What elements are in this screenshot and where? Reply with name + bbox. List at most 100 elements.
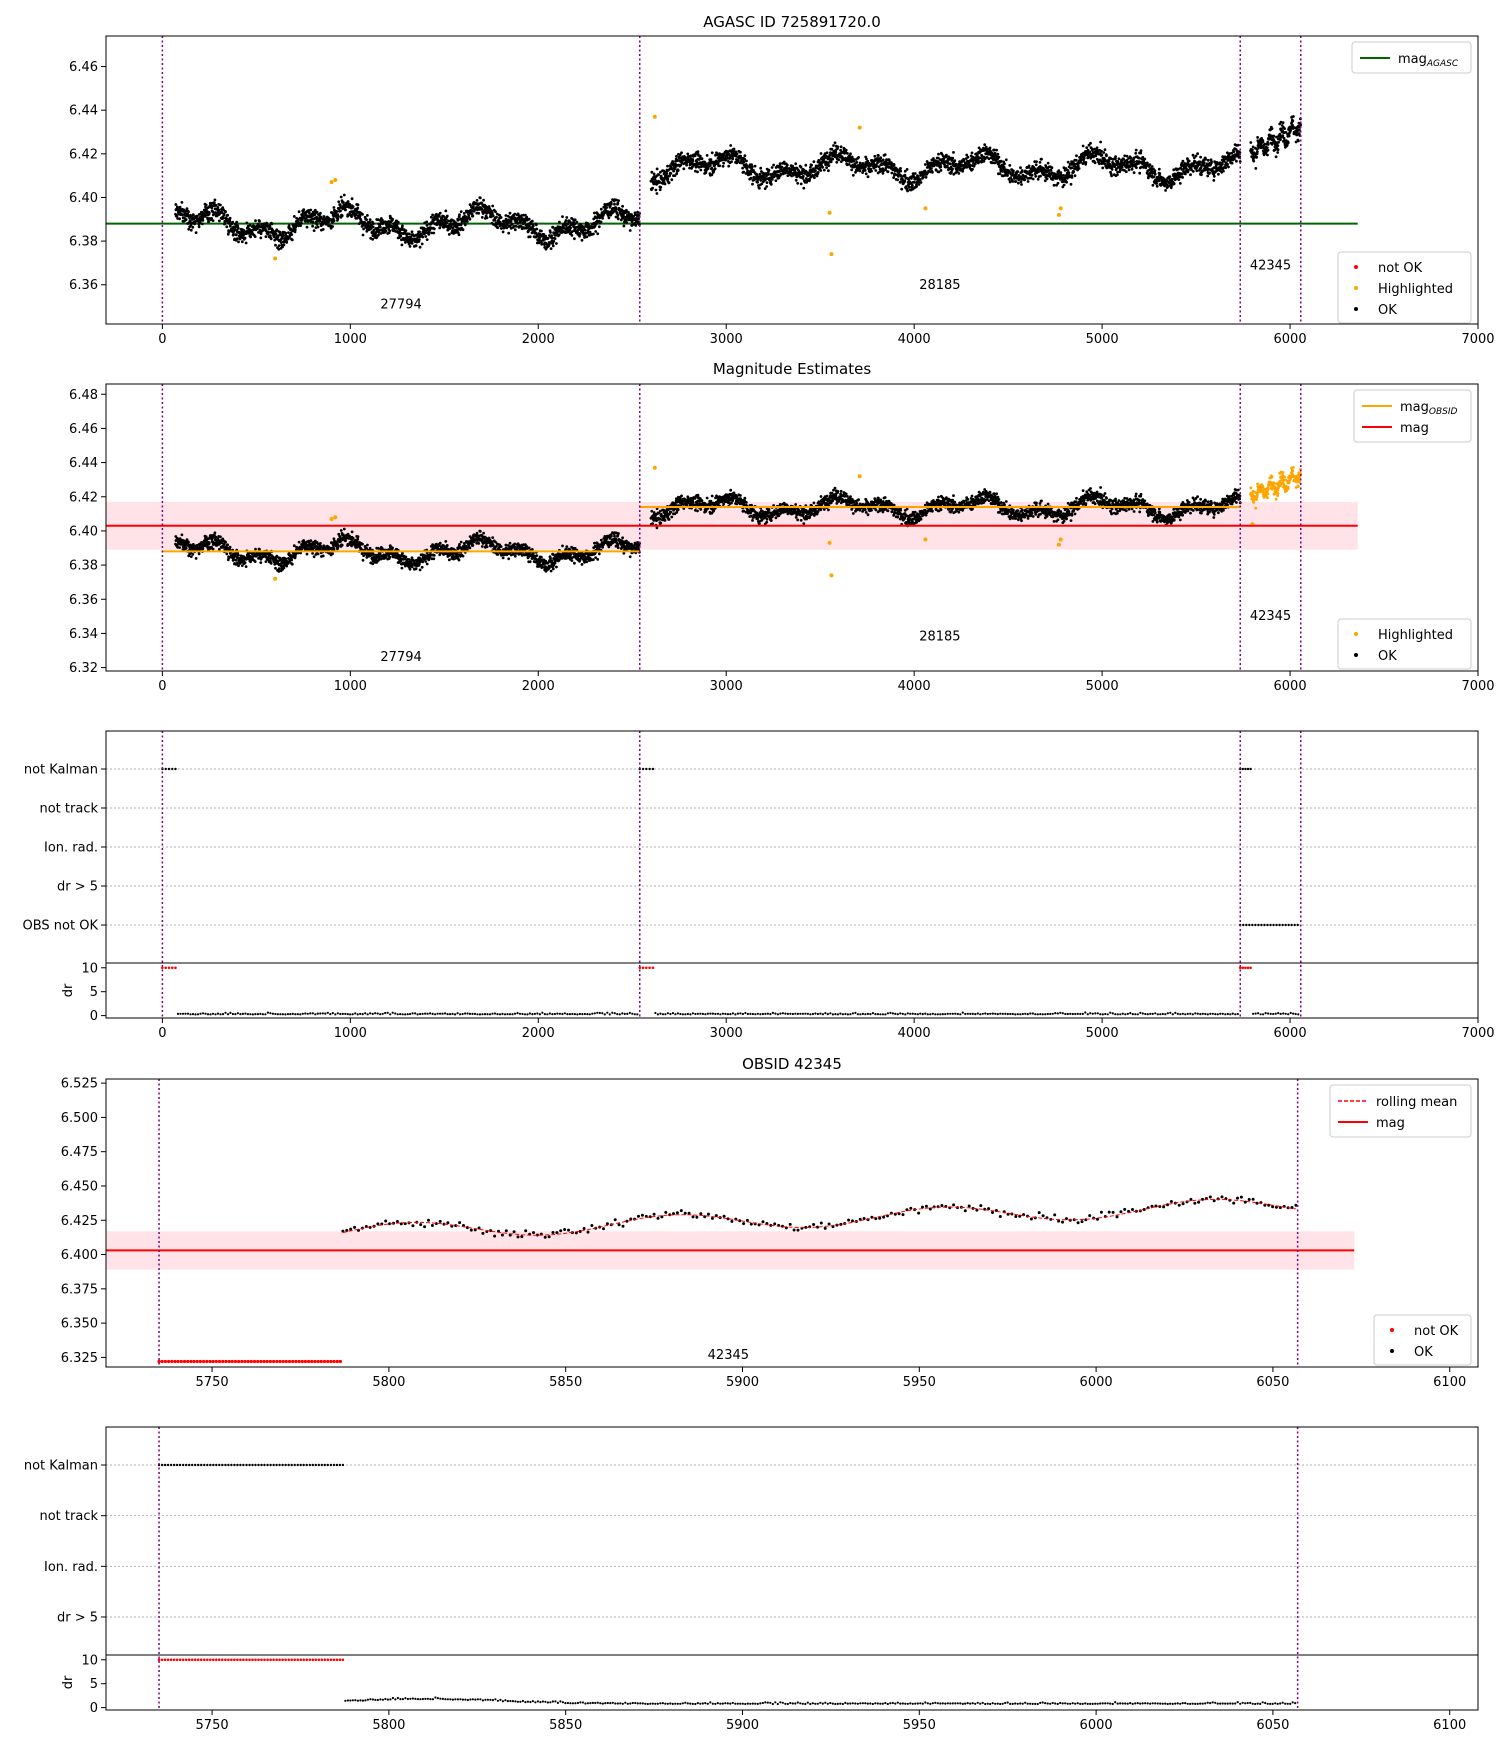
x-tick-label: 5800 [372, 1718, 405, 1733]
dr-y-tick-label: 10 [81, 961, 98, 976]
flag-label: dr > 5 [57, 880, 98, 895]
y-tick-label: 6.525 [61, 1077, 98, 1092]
y-tick-label: 6.32 [69, 661, 98, 676]
plot-frame [105, 383, 1479, 672]
x-tick-label: 4000 [898, 679, 931, 694]
y-tick-label: 6.46 [69, 60, 98, 75]
y-tick-label: 6.400 [61, 1248, 98, 1263]
obsid-label: 27794 [380, 298, 421, 313]
x-tick-label: 2000 [522, 1026, 555, 1041]
x-tick-label: 6050 [1256, 1718, 1289, 1733]
legend-marker-swatch [1354, 653, 1358, 657]
x-tick-label: 6000 [1274, 679, 1307, 694]
highlighted-point [1058, 537, 1063, 542]
highlighted-points [273, 114, 1063, 261]
panel-magnitude-estimates: Magnitude Estimates 27794 28185 42345 0 1000 2… [69, 360, 1495, 694]
x-tick-label: 5850 [549, 1375, 582, 1390]
x-tick-label: 1000 [334, 679, 367, 694]
x-tick-label: 5000 [1086, 332, 1119, 347]
y-tick-label: 6.325 [61, 1351, 98, 1366]
y-tick-label: 6.42 [69, 147, 98, 162]
legend-marker-swatch [1390, 1328, 1394, 1332]
plot-frame [105, 35, 1479, 325]
legend-line-label: magOBSID [1400, 400, 1458, 417]
y-tick-label: 6.44 [69, 104, 98, 119]
highlighted-point [923, 537, 928, 542]
y-tick-label: 6.42 [69, 490, 98, 505]
dr-y-tick-label: 10 [81, 1653, 98, 1668]
x-tick-label: 6100 [1433, 1718, 1466, 1733]
obsid-label: 42345 [708, 1348, 749, 1363]
y-tick-label: 6.38 [69, 235, 98, 250]
flag-label: not track [39, 1509, 98, 1524]
dr-points [157, 1658, 1297, 1706]
legend-marker-label: not OK [1414, 1324, 1459, 1339]
x-tick-label: 5850 [549, 1718, 582, 1733]
x-tick-label: 5950 [903, 1375, 936, 1390]
highlighted-point [827, 540, 832, 545]
flag-segment [157, 1463, 345, 1467]
y-tick-label: 6.36 [69, 278, 98, 293]
flag-segment [161, 767, 177, 771]
dr-axis-label: dr [61, 983, 76, 997]
x-tick-label: 5750 [196, 1718, 229, 1733]
x-tick-label: 2000 [522, 679, 555, 694]
obsid-label: 28185 [919, 278, 960, 293]
legend-marker-swatch [1354, 307, 1358, 311]
legend-marker-swatch [1354, 632, 1358, 636]
y-tick-label: 6.475 [61, 1145, 98, 1160]
x-tick-label: 5000 [1086, 1026, 1119, 1041]
x-tick-label: 1000 [334, 1026, 367, 1041]
y-tick-label: 6.40 [69, 524, 98, 539]
x-tick-label: 5900 [726, 1375, 759, 1390]
x-tick-label: 5750 [196, 1375, 229, 1390]
legend-marker-label: OK [1378, 649, 1397, 664]
highlighted-point [652, 465, 657, 470]
highlighted-point [827, 210, 832, 215]
x-tick-label: 6000 [1274, 332, 1307, 347]
highlighted-points [273, 465, 1255, 581]
highlighted-point [829, 252, 834, 257]
legend-marker-swatch [1354, 286, 1358, 290]
y-tick-label: 6.350 [61, 1317, 98, 1332]
legend-marker-label: OK [1414, 1345, 1433, 1360]
highlighted-point [1056, 542, 1061, 547]
dr-y-tick-label: 5 [90, 1677, 98, 1692]
dr-y-tick-label: 0 [90, 1009, 98, 1024]
legend-lines [1351, 41, 1472, 74]
legend-line-label: mag [1376, 1116, 1405, 1131]
x-tick-label: 6000 [1080, 1375, 1113, 1390]
y-tick-label: 6.46 [69, 422, 98, 437]
legend-line-label: magAGASC [1398, 52, 1459, 69]
legend-line-label: mag [1400, 421, 1429, 436]
highlighted-point [329, 516, 334, 521]
dr-points [161, 966, 1300, 1016]
x-tick-label: 6050 [1256, 1375, 1289, 1390]
legend-lines [1353, 389, 1472, 443]
x-tick-label: 6000 [1080, 1718, 1113, 1733]
x-tick-label: 7000 [1461, 1026, 1494, 1041]
x-tick-label: 5800 [372, 1375, 405, 1390]
x-tick-label: 1000 [334, 332, 367, 347]
flag-segment [638, 767, 655, 771]
x-tick-label: 2000 [522, 332, 555, 347]
y-tick-label: 6.375 [61, 1282, 98, 1297]
highlighted-point [273, 256, 278, 261]
highlighted-point [923, 206, 928, 211]
plot-frame [105, 1078, 1479, 1368]
chart-title: AGASC ID 725891720.0 [703, 13, 881, 31]
y-tick-label: 6.48 [69, 388, 98, 403]
chart-title: Magnitude Estimates [713, 360, 871, 378]
obsid-label: 42345 [1250, 609, 1291, 624]
flag-segment [1239, 923, 1299, 927]
legend-marker-swatch [1354, 265, 1358, 269]
highlighted-point [273, 576, 278, 581]
not-ok-points [157, 1359, 342, 1364]
x-tick-label: 7000 [1461, 679, 1494, 694]
dr-y-tick-label: 5 [90, 985, 98, 1000]
legend-marker-swatch [1390, 1349, 1394, 1353]
y-tick-label: 6.36 [69, 593, 98, 608]
legend-markers [1337, 618, 1472, 670]
x-tick-label: 5950 [903, 1718, 936, 1733]
